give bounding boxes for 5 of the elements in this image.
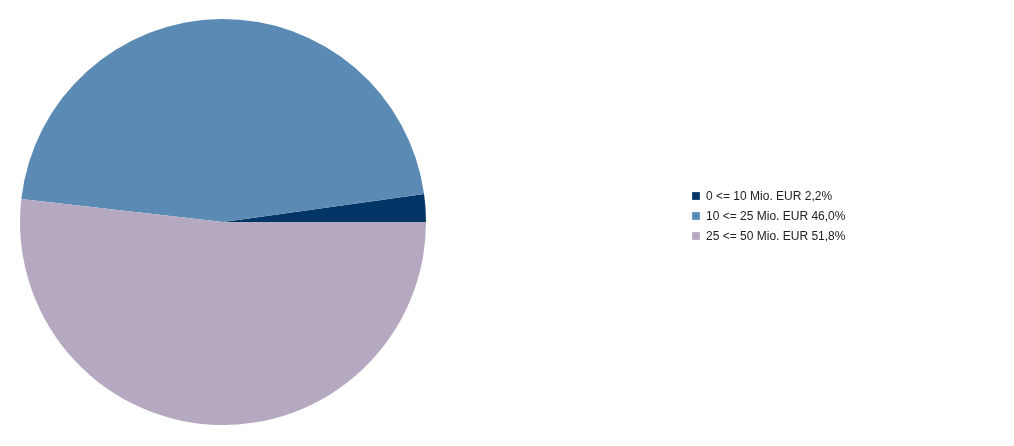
legend-label: 10 <= 25 Mio. EUR 46,0% [706, 209, 846, 223]
legend-label: 25 <= 50 Mio. EUR 51,8% [706, 229, 846, 243]
legend-label: 0 <= 10 Mio. EUR 2,2% [706, 189, 833, 203]
pie-slice [20, 199, 426, 425]
pie-slice [21, 19, 425, 222]
